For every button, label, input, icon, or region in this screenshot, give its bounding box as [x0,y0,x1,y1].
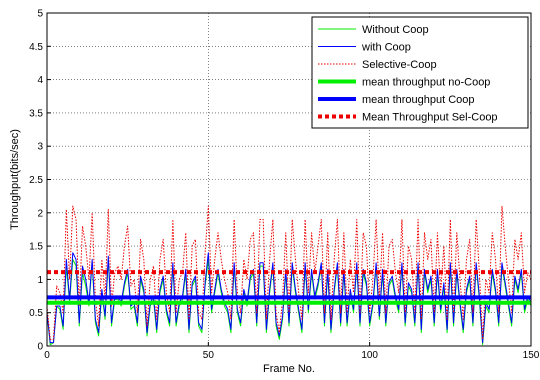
y-tick-label: 4.5 [29,42,43,53]
legend: Without Coop with Coop Selective-Coop mean … [311,16,529,129]
y-tick-label: 0 [37,342,43,353]
x-tick-label: 100 [361,350,378,361]
legend-label: mean throughput no-Coop [362,77,490,89]
y-tick-label: 1.5 [29,242,43,253]
y-tick-label: 2.5 [29,175,43,186]
legend-label: Selective-Coop [362,59,437,71]
x-axis-label: Frame No. [263,363,315,375]
y-tick-label: 4 [37,75,43,86]
legend-label: Mean Throughput Sel-Coop [362,112,498,124]
legend-label: with Coop [361,42,411,54]
y-tick-label: 3.5 [29,108,43,119]
y-tick-label: 5 [37,9,43,20]
y-axis-label: Throughput(bits/sec) [9,129,21,230]
y-tick-label: 2 [37,208,43,219]
x-tick-label: 50 [203,350,215,361]
plot-area [46,205,532,346]
axis-ticks: 0 50 100 150 0 0.5 1 1.5 2 2.5 3 3.5 4 4.5 5 [29,9,540,362]
legend-box [311,16,529,129]
y-tick-label: 0.5 [29,308,43,319]
y-tick-label: 3 [37,142,43,153]
series-line-2 [46,252,532,344]
series-line-3 [46,205,532,340]
legend-label: mean throughput Coop [362,94,475,106]
x-tick-label: 150 [523,350,540,361]
y-tick-label: 1 [37,275,43,286]
x-tick-label: 0 [44,350,50,361]
legend-label: Without Coop [362,24,429,36]
